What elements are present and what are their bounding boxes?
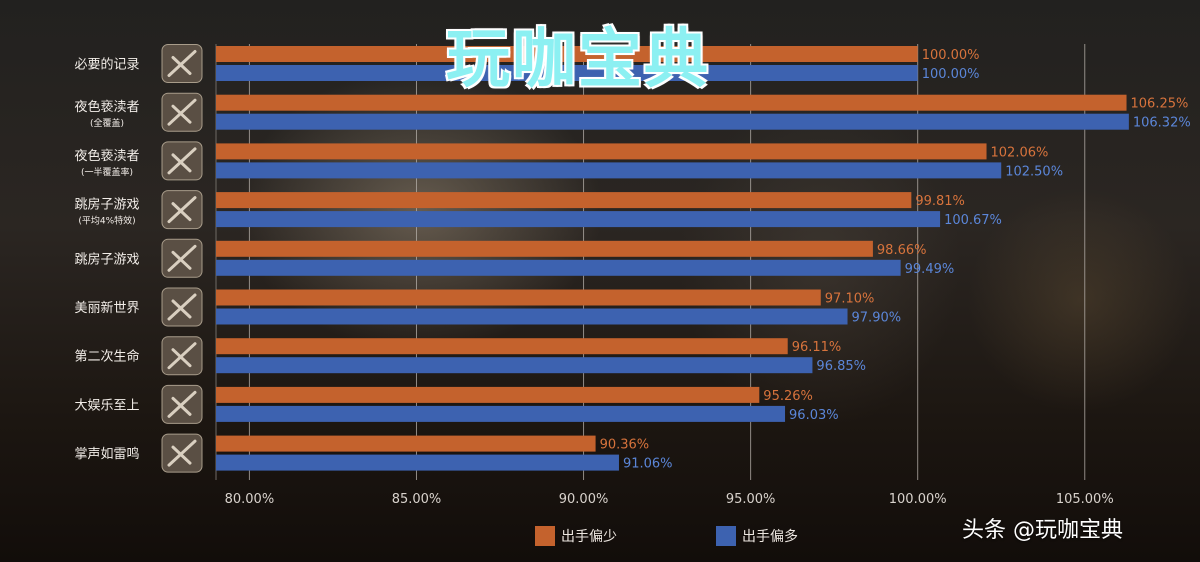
bar-blue [216,259,901,276]
data-label: 99.49% [905,262,955,277]
weapon-icon [167,50,197,77]
data-label: 106.25% [1131,97,1189,112]
x-tick-label: 95.00% [726,492,776,507]
bar-orange [216,143,987,160]
legend-item-series-1: 出手偏少 [535,526,617,546]
weapon-icon [167,390,197,418]
bar-blue [216,162,1002,179]
category-sublabel: (一半覆盖率) [81,166,133,178]
labels: 80.00% 85.00% 90.00% 95.00% 100.00% 105.00% 必要… [74,48,1190,507]
data-label: 97.10% [825,292,875,307]
category-label: 跳房子游戏 [74,251,139,267]
legend-swatch-blue [716,526,736,546]
weapon-icon [167,342,197,370]
bar-orange [216,289,821,306]
bar-blue [216,357,813,374]
bar-blue [216,113,1129,130]
weapon-icon [167,293,197,321]
data-label: 97.90% [852,311,902,326]
bar-blue [216,211,941,228]
x-tick-label: 105.00% [1056,492,1114,507]
bar-blue [216,65,918,81]
category-label: 跳房子游戏 [74,197,139,213]
category-label: 大娱乐至上 [74,398,139,413]
bar-orange [216,192,912,209]
bar-orange [216,46,918,62]
data-label: 102.06% [991,145,1049,160]
data-label: 102.50% [1005,164,1063,179]
data-label: 96.03% [789,408,839,423]
data-label: 99.81% [915,194,965,209]
bar-blue [216,405,786,422]
data-label: 95.26% [763,389,813,404]
legend-label: 出手偏多 [742,529,798,545]
x-tick-label: 100.00% [889,492,947,507]
data-label: 96.11% [792,340,842,355]
weapon-icon [167,196,197,224]
bar-orange [216,240,873,257]
category-sublabel: (全覆盖) [90,117,124,129]
data-label: 90.36% [600,438,650,453]
legend-swatch-orange [535,526,555,546]
bar-blue [216,308,848,325]
category-label: 必要的记录 [74,57,139,73]
bars [216,46,1129,471]
data-label: 100.67% [944,213,1002,228]
weapon-icon [167,147,197,175]
bar-orange [216,94,1127,111]
x-tick-label: 80.00% [225,492,275,507]
category-sublabel: (平均4%特效) [78,215,135,227]
category-label: 掌声如雷鸣 [74,446,139,462]
data-label: 106.32% [1133,116,1191,131]
legend-label: 出手偏少 [561,529,617,545]
data-label: 100.00% [922,67,980,82]
category-label: 美丽新世界 [74,300,139,316]
x-tick-label: 90.00% [559,492,609,507]
data-label: 100.00% [922,48,980,63]
data-label: 96.85% [816,359,866,374]
data-label: 98.66% [877,243,927,258]
category-label: 夜色亵渎者 [74,148,139,164]
category-label: 夜色亵渎者 [74,99,139,115]
bar-blue [216,454,619,471]
bar-orange [216,338,788,355]
weapon-icon [167,244,197,272]
bar-orange [216,386,760,403]
weapon-icon [167,439,197,467]
category-icons [161,44,203,473]
watermark-title: 玩咖宝典 [446,23,710,97]
category-label: 第二次生命 [74,349,139,365]
source-credit: 头条 @玩咖宝典 [962,518,1123,543]
x-tick-label: 85.00% [392,492,442,507]
bar-orange [216,435,596,452]
weapon-icon [167,98,197,126]
data-label: 91.06% [623,457,673,472]
legend-item-series-2: 出手偏多 [716,526,798,546]
